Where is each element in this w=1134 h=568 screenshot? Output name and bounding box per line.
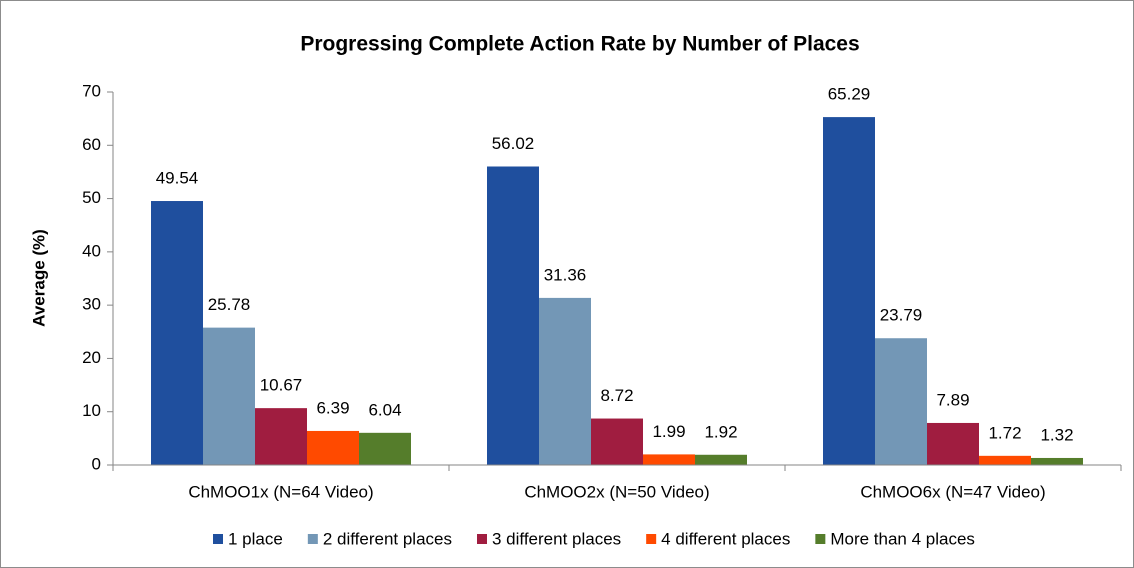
y-tick-label: 70 [82, 81, 101, 100]
y-axis-label: Average (%) [29, 229, 48, 327]
x-tick-label: ChMOO6x (N=47 Video) [860, 482, 1045, 501]
data-label: 6.39 [316, 398, 349, 417]
bar [927, 422, 979, 465]
data-label: 49.54 [156, 169, 199, 188]
legend-swatch [477, 534, 487, 544]
bar [979, 455, 1031, 465]
bar [875, 338, 927, 465]
legend-label: More than 4 places [830, 529, 975, 548]
bar [203, 327, 255, 465]
data-label: 1.92 [704, 422, 737, 441]
data-label: 8.72 [600, 386, 633, 405]
legend-swatch [307, 534, 318, 544]
bar [1031, 457, 1083, 465]
bar [255, 408, 307, 465]
legend-swatch [646, 534, 657, 544]
data-label: 6.04 [368, 400, 401, 419]
bar [823, 117, 875, 466]
legend-label: 2 different places [323, 529, 452, 548]
bar [539, 297, 591, 465]
y-tick-label: 50 [82, 188, 101, 207]
legend-swatch [213, 534, 223, 544]
data-label: 65.29 [828, 85, 871, 104]
legend-swatch [815, 534, 826, 544]
bar [643, 454, 695, 465]
data-label: 31.36 [544, 265, 587, 284]
bar [359, 432, 411, 465]
bar [487, 166, 539, 466]
x-tick-label: ChMOO1x (N=64 Video) [188, 482, 373, 501]
bar [151, 201, 203, 465]
legend-label: 4 different places [661, 529, 790, 548]
chart-title: Progressing Complete Action Rate by Numb… [300, 33, 859, 56]
data-label: 1.72 [988, 423, 1021, 442]
x-tick-label: ChMOO2x (N=50 Video) [524, 482, 709, 501]
y-tick-label: 20 [82, 348, 101, 367]
bar [695, 454, 747, 465]
data-label: 56.02 [492, 134, 535, 153]
data-label: 10.67 [260, 376, 303, 395]
data-label: 1.32 [1040, 425, 1073, 444]
bar [307, 430, 359, 465]
y-tick-label: 0 [92, 454, 101, 473]
data-label: 1.99 [652, 422, 685, 441]
legend-label: 1 place [228, 529, 283, 548]
y-tick-label: 30 [82, 295, 101, 314]
y-tick-label: 60 [82, 135, 101, 154]
y-tick-label: 40 [82, 241, 101, 260]
bar [591, 418, 643, 465]
y-tick-label: 10 [82, 401, 101, 420]
data-label: 7.89 [936, 390, 969, 409]
legend-label: 3 different places [492, 529, 621, 548]
data-label: 25.78 [208, 295, 251, 314]
data-label: 23.79 [880, 306, 923, 325]
